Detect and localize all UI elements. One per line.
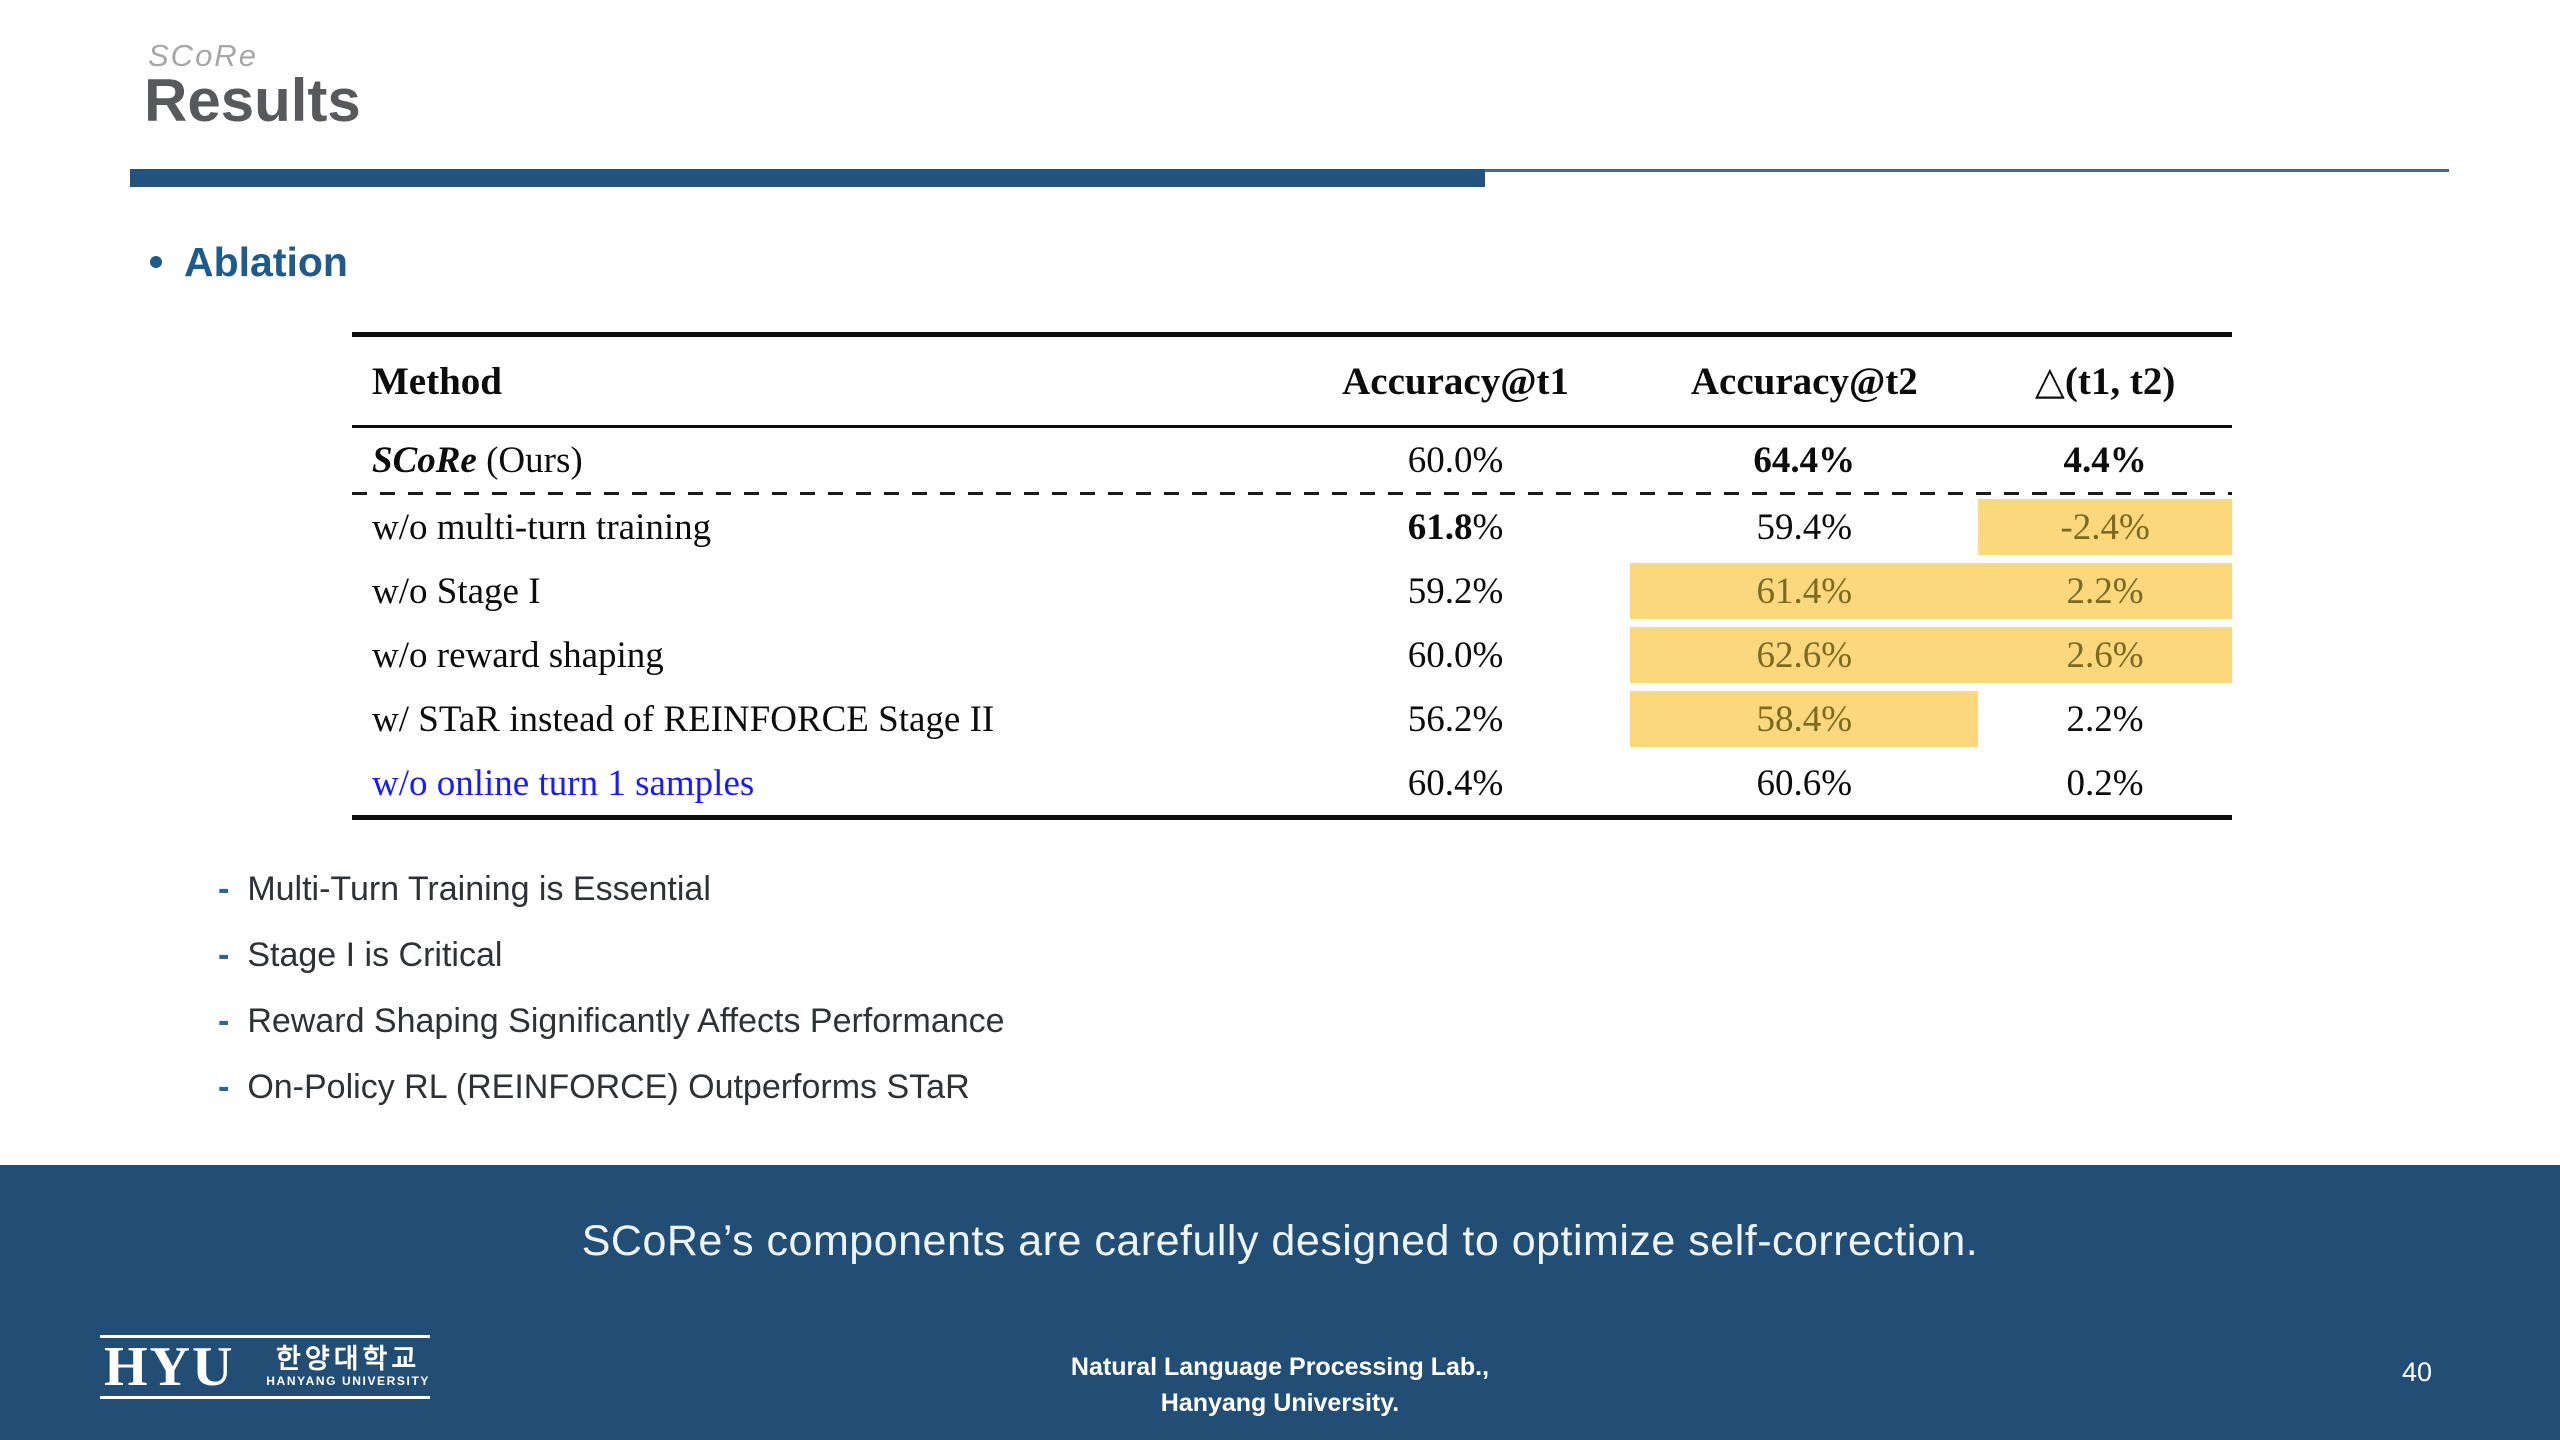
highlighted-value: 58.4%: [1630, 691, 1979, 747]
logo-acronym: HYU: [104, 1336, 235, 1398]
cell-value: 0.2%: [2066, 762, 2144, 804]
table-header-cell-t2: Accuracy@t2: [1690, 359, 1918, 403]
page-title: Results: [144, 67, 361, 134]
cell-value: 60.0%: [1407, 439, 1504, 481]
cell-value: 59.2%: [1407, 570, 1504, 612]
table-header-cell-method: Method: [372, 359, 502, 403]
cell-value: SCoRe (Ours): [372, 439, 583, 481]
dash-icon: -: [218, 869, 230, 908]
table-cell-t2: 64.4%: [1630, 428, 1978, 492]
table-cell-t1: 61.8%: [1281, 495, 1631, 559]
cell-value: 2.2%: [2066, 698, 2144, 740]
takeaway-label: Stage I is Critical: [247, 935, 503, 974]
table-cell-t2: 62.6%: [1630, 623, 1979, 687]
table-row: w/o online turn 1 samples 60.4% 60.6% 0.2%: [352, 751, 2232, 815]
cell-value: 60.6%: [1756, 762, 1853, 804]
takeaway-item: - Multi-Turn Training is Essential: [218, 856, 1005, 922]
table-row: w/ STaR instead of REINFORCE Stage II 56.…: [352, 687, 2232, 751]
table-cell-method: w/o multi-turn training: [352, 495, 1281, 559]
cell-value: 61.8%: [1407, 506, 1504, 548]
table-cell-delta: 2.6%: [1978, 623, 2232, 687]
cell-value: 64.4%: [1753, 439, 1856, 481]
takeaway-item: - Reward Shaping Significantly Affects Pe…: [218, 988, 1005, 1054]
takeaway-label: On-Policy RL (REINFORCE) Outperforms STa…: [247, 1067, 970, 1106]
title-rule: [130, 169, 2449, 187]
table-cell-delta: 2.2%: [1978, 687, 2232, 751]
logo-english-name: HANYANG UNIVERSITY: [266, 1374, 430, 1388]
affiliation-line1: Natural Language Processing Lab.,: [1070, 1353, 1490, 1381]
ablation-table: Method Accuracy@t1 Accuracy@t2 △(t1, t2) SCo…: [352, 332, 2232, 820]
dash-icon: -: [218, 1001, 230, 1040]
table-cell-delta: 2.2%: [1978, 559, 2232, 623]
hyu-logo: HYU 한양대학교 HANYANG UNIVERSITY: [100, 1335, 430, 1399]
table-cell-t1: 60.0%: [1281, 623, 1631, 687]
cell-value: w/ STaR instead of REINFORCE Stage II: [372, 698, 995, 740]
table-header-cell-delta: △(t1, t2): [2034, 360, 2176, 403]
table-cell-t2: 58.4%: [1630, 687, 1979, 751]
highlighted-value: -2.4%: [1978, 499, 2232, 555]
takeaway-label: Reward Shaping Significantly Affects Per…: [247, 1001, 1005, 1040]
table-header-cell-t1: Accuracy@t1: [1342, 359, 1569, 403]
dash-icon: -: [218, 935, 230, 974]
highlighted-value: 2.2%: [1978, 563, 2232, 619]
bullet-icon: [150, 256, 162, 268]
table-row: w/o reward shaping 60.0% 62.6% 2.6%: [352, 623, 2232, 687]
title-rule-accent: [130, 169, 1485, 187]
table-cell-t1: 60.0%: [1281, 428, 1631, 492]
table-cell-t2: 60.6%: [1630, 751, 1978, 815]
cell-value: w/o reward shaping: [372, 634, 664, 676]
deck-title: SCoRe: [148, 38, 258, 73]
affiliation: Natural Language Processing Lab., Hanyan…: [0, 1349, 2560, 1421]
cell-value: w/o multi-turn training: [372, 506, 712, 548]
dashed-separator: [352, 492, 2232, 495]
cell-value: 59.4%: [1756, 506, 1853, 548]
table-cell-delta: 4.4%: [1978, 428, 2232, 492]
logo-names: 한양대학교 HANYANG UNIVERSITY: [266, 1344, 430, 1389]
table-header-row: Method Accuracy@t1 Accuracy@t2 △(t1, t2): [352, 337, 2232, 428]
cell-value: 56.2%: [1407, 698, 1504, 740]
table-row: w/o Stage I 59.2% 61.4% 2.2%: [352, 559, 2232, 623]
section-heading-label: Ablation: [184, 238, 348, 285]
bottom-banner: SCoRe’s components are carefully designe…: [0, 1165, 2560, 1440]
table-cell-method: w/o Stage I: [352, 559, 1281, 623]
table-cell-t2: 59.4%: [1630, 495, 1978, 559]
highlighted-value: 62.6%: [1630, 627, 1979, 683]
table-row: w/o multi-turn training 61.8% 59.4% -2.4%: [352, 495, 2232, 559]
takeaway-list: - Multi-Turn Training is Essential - Stage …: [218, 856, 1005, 1120]
key-message: SCoRe’s components are carefully designe…: [581, 1217, 1979, 1265]
takeaway-item: - On-Policy RL (REINFORCE) Outperforms ST…: [218, 1054, 1005, 1120]
logo-top-rule: [100, 1335, 430, 1338]
cell-value: 4.4%: [2063, 439, 2147, 481]
cell-value: 60.4%: [1407, 762, 1504, 804]
table-cell-delta: 0.2%: [1978, 751, 2232, 815]
cell-value: w/o online turn 1 samples: [372, 762, 755, 804]
takeaway-item: - Stage I is Critical: [218, 922, 1005, 988]
takeaway-label: Multi-Turn Training is Essential: [247, 869, 711, 908]
table-cell-method: w/ STaR instead of REINFORCE Stage II: [352, 687, 1281, 751]
table-cell-t2: 61.4%: [1630, 559, 1979, 623]
page-number: 40: [2401, 1357, 2432, 1387]
cell-value: 60.0%: [1407, 634, 1504, 676]
table-cell-method: w/o online turn 1 samples: [352, 751, 1281, 815]
highlighted-value: 61.4%: [1630, 563, 1979, 619]
cell-value: w/o Stage I: [372, 570, 541, 612]
section-heading: Ablation: [150, 234, 348, 290]
table-cell-t1: 59.2%: [1281, 559, 1631, 623]
table-cell-method: w/o reward shaping: [352, 623, 1281, 687]
logo-bottom-rule: [100, 1396, 430, 1399]
dash-icon: -: [218, 1067, 230, 1106]
table-cell-method: SCoRe (Ours): [352, 428, 1281, 492]
table-cell-delta: -2.4%: [1978, 495, 2232, 559]
affiliation-line2: Hanyang University.: [1160, 1389, 1400, 1417]
table-cell-t1: 60.4%: [1281, 751, 1631, 815]
highlighted-value: 2.6%: [1978, 627, 2232, 683]
table-cell-t1: 56.2%: [1281, 687, 1631, 751]
table-row: SCoRe (Ours) 60.0% 64.4% 4.4%: [352, 428, 2232, 492]
logo-korean-name: 한양대학교: [276, 1344, 421, 1374]
